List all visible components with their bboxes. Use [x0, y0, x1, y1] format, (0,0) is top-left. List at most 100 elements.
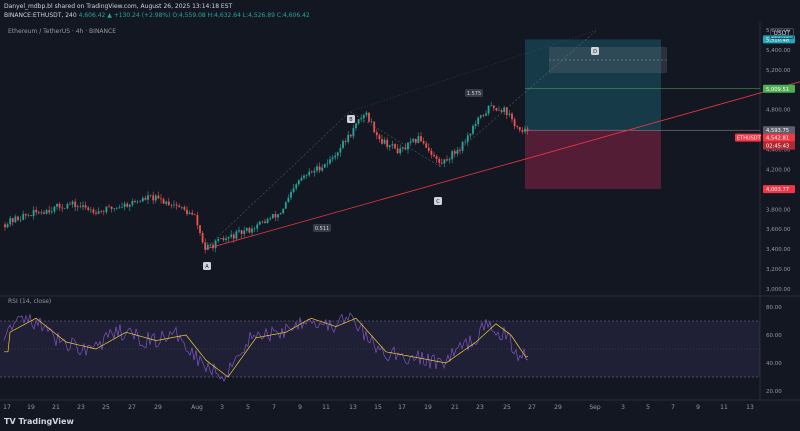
time-tick-label: 19 [27, 404, 35, 411]
candle-body [56, 203, 58, 207]
candle-body [422, 141, 425, 144]
price-tick-label: 3,000.00 [766, 287, 791, 293]
candle-body [446, 159, 448, 161]
candle-body [17, 216, 19, 220]
candle-body [19, 219, 22, 221]
candle-body [368, 112, 370, 122]
currency-label[interactable]: USDT [769, 28, 794, 39]
candle-body [69, 203, 71, 205]
candle-body [518, 127, 521, 131]
time-tick-label: 19 [424, 404, 432, 411]
candle-body [396, 148, 399, 154]
rsi-tick-label: 80.00 [766, 305, 782, 311]
candle-body [37, 212, 40, 214]
candle-body [193, 214, 196, 216]
candle-body [482, 115, 485, 116]
candle-body [71, 201, 74, 205]
candle-body [407, 142, 409, 150]
wave-ab-line [204, 111, 351, 250]
candle-body [232, 234, 235, 239]
candle-body [355, 123, 357, 129]
price-tick-label: 4,800.00 [766, 108, 791, 114]
symbol-interval: BINANCE:ETHUSDT, 240 [4, 12, 77, 19]
price-tick-label: 4,400.00 [766, 148, 791, 154]
candle-body [495, 108, 498, 111]
candle-body [435, 156, 438, 160]
candle-body [188, 212, 191, 215]
candle-body [248, 228, 251, 233]
candle-body [334, 155, 337, 158]
candle-body [225, 238, 227, 240]
footer-brand: TradingView [18, 417, 74, 426]
candle-body [344, 140, 347, 142]
candle-body [53, 206, 56, 212]
candle-body [443, 159, 446, 164]
fib-label-bg [313, 224, 331, 232]
candle-body [227, 236, 230, 239]
candle-body [126, 203, 129, 207]
candle-body [97, 211, 100, 214]
candle-body [144, 197, 147, 200]
candle-body [76, 206, 79, 208]
candle-body [466, 135, 469, 142]
time-tick-label: 25 [102, 404, 110, 411]
time-tick-label: 7 [671, 404, 675, 411]
time-tick-label: 13 [746, 404, 754, 411]
candle-body [323, 164, 326, 168]
candle-body [217, 238, 220, 241]
candle-body [186, 209, 188, 215]
price-tag-bg [763, 133, 795, 142]
time-tick-label: 15 [374, 404, 382, 411]
time-tick-label: 5 [646, 404, 650, 411]
ticker-tag-bg [735, 133, 761, 142]
candle-body [113, 208, 116, 209]
candle-body [157, 195, 160, 199]
candle-body [256, 224, 259, 229]
candle-body [45, 210, 48, 214]
candle-body [222, 238, 225, 240]
candle-body [279, 213, 282, 215]
d-target-box [549, 47, 667, 73]
candle-body [295, 184, 298, 189]
candle-body [121, 206, 123, 208]
candle-body [27, 215, 30, 216]
candle-body [381, 139, 383, 144]
time-tick-label: 27 [128, 404, 136, 411]
candle-body [485, 113, 487, 116]
candle-body [300, 177, 303, 181]
candle-body [336, 152, 339, 156]
candle-body [391, 144, 394, 146]
price-tag-bg [763, 185, 795, 194]
time-tick-label: 29 [554, 404, 562, 411]
wave-bd-line [349, 29, 598, 112]
candle-body [440, 162, 443, 164]
candle-body [303, 175, 305, 178]
candle-body [401, 147, 404, 149]
trend-line-support [204, 81, 800, 250]
candle-body [492, 105, 495, 109]
candle-body [271, 214, 274, 219]
candle-body [50, 211, 53, 213]
candle-body [347, 134, 350, 142]
candle-body [199, 225, 201, 233]
candle-body [206, 244, 209, 250]
ohlc-values: 4,606.42 ▲ +130.24 (+2.98%) O:4,559.08 H… [78, 12, 310, 19]
candle-body [61, 207, 64, 209]
candle-body [251, 228, 253, 233]
candle-body [479, 115, 482, 118]
candle-body [308, 171, 311, 176]
candle-body [258, 221, 261, 225]
candle-body [74, 201, 77, 208]
candle-body [40, 212, 43, 214]
candle-body [178, 205, 181, 208]
candle-body [521, 130, 524, 132]
price-tick-label: 4,200.00 [766, 167, 791, 173]
candle-body [500, 110, 503, 112]
candle-body [63, 208, 66, 209]
candle-body [430, 150, 433, 155]
candle-body [219, 238, 222, 239]
candle-body [253, 228, 256, 230]
candle-body [9, 218, 12, 225]
candle-body [212, 244, 214, 249]
